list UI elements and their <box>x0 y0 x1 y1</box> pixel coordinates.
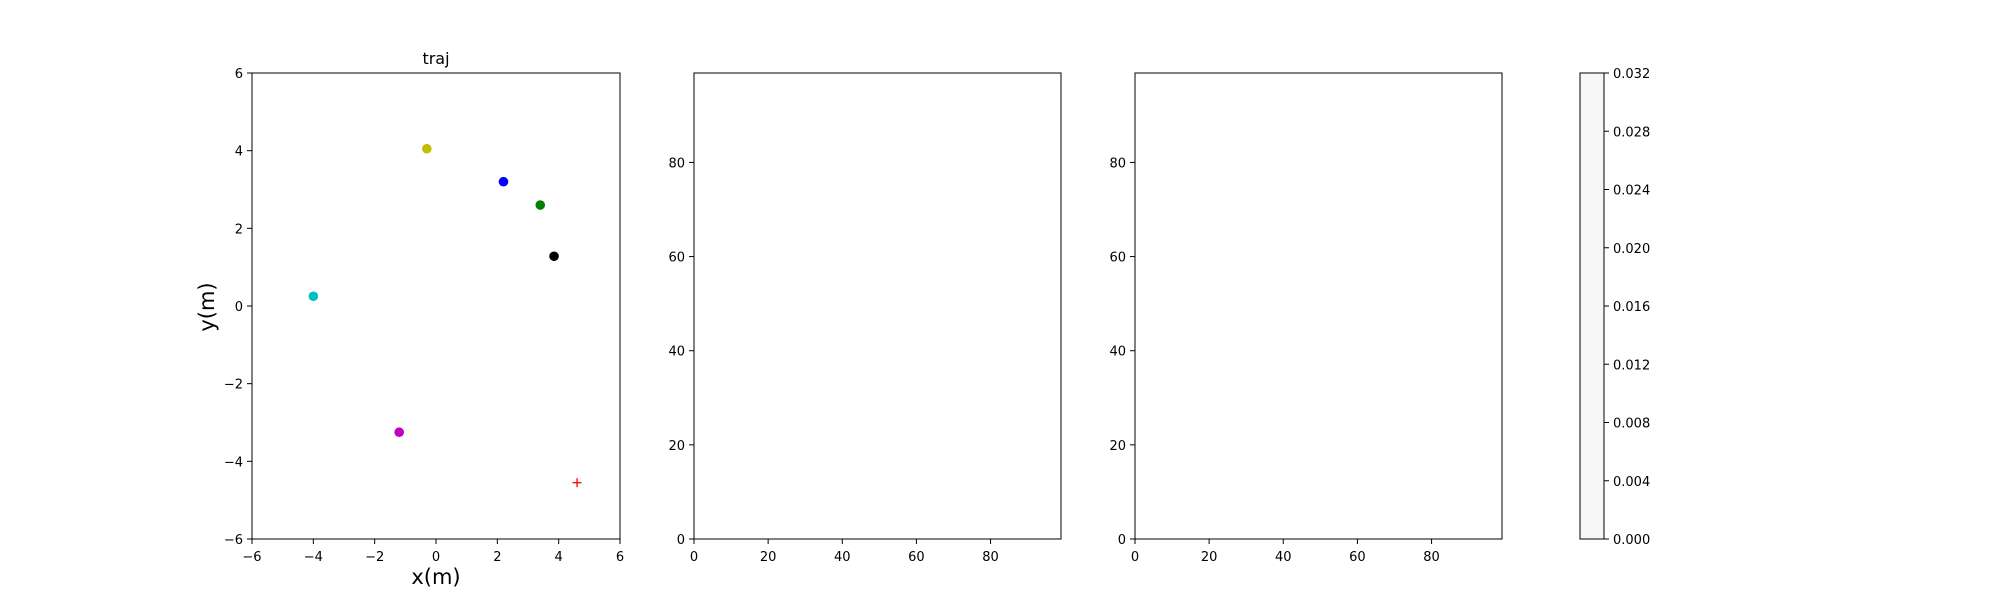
colorbar-tick-label: 0.008 <box>1613 417 1650 432</box>
colorbar-tick-label: 0.020 <box>1613 242 1650 257</box>
colorbar-tick-label: 0.024 <box>1613 184 1650 199</box>
x-tick-label: 4 <box>555 550 563 565</box>
y-tick-label: 20 <box>668 439 685 454</box>
y-tick-label: 0 <box>235 300 243 315</box>
colorbar-tick-label: 0.000 <box>1613 533 1650 548</box>
colorbar-fill <box>1579 72 1605 540</box>
y-tick-label: 4 <box>235 145 243 160</box>
y-tick-label: 60 <box>668 251 685 266</box>
y-tick-label: −4 <box>224 455 243 470</box>
x-tick-label: 80 <box>982 550 999 565</box>
y-tick-label: 40 <box>1109 345 1126 360</box>
y-tick-label: 60 <box>1109 251 1126 266</box>
x-axis-label: x(m) <box>411 565 460 589</box>
x-tick-label: −2 <box>365 550 384 565</box>
colorbar-tick-label: 0.028 <box>1613 125 1650 140</box>
y-tick-label: 40 <box>668 345 685 360</box>
heatmap-panel-2: 0 20 40 60 80 0 20 40 60 80 <box>1109 72 1503 565</box>
colorbar-ticks: 0.000 0.004 0.008 0.012 0.016 0.020 0.024 0.028… <box>1604 67 1650 548</box>
x-tick-label: 0 <box>1131 550 1139 565</box>
x-tick-label: 6 <box>616 550 624 565</box>
scatter-point <box>308 291 319 302</box>
plot-frame <box>693 72 1062 540</box>
y-tick-label: 0 <box>677 533 685 548</box>
x-tick-label: −6 <box>242 550 261 565</box>
y-tick-label: 6 <box>235 67 243 82</box>
y-tick-label: 0 <box>1118 533 1126 548</box>
x-tick-label: 0 <box>690 550 698 565</box>
heatmap-panel-1: 0 20 40 60 80 0 20 40 60 80 <box>668 72 1062 565</box>
x-tick-label: 60 <box>1349 550 1366 565</box>
colorbar-tick-label: 0.032 <box>1613 67 1650 82</box>
x-tick-label: 40 <box>1275 550 1292 565</box>
colorbar: 0.000 0.004 0.008 0.012 0.016 0.020 0.024 0.028… <box>1579 67 1650 548</box>
panel-title: traj <box>422 49 449 68</box>
colorbar-tick-label: 0.004 <box>1613 475 1650 490</box>
axes: −6 −4 −2 0 2 4 6 −6 −4 −2 0 2 4 6 <box>224 67 624 565</box>
y-tick-label: −2 <box>224 378 243 393</box>
x-tick-label: 40 <box>834 550 851 565</box>
y-tick-label: 80 <box>1109 156 1126 171</box>
x-tick-label: 80 <box>1423 550 1440 565</box>
x-tick-label: 60 <box>908 550 925 565</box>
colorbar-tick-label: 0.012 <box>1613 358 1650 373</box>
y-tick-label: 20 <box>1109 439 1126 454</box>
scatter-point <box>498 176 509 187</box>
plus-marker <box>572 478 582 488</box>
x-tick-label: 20 <box>1201 550 1218 565</box>
colorbar-tick-label: 0.016 <box>1613 300 1650 315</box>
plot-frame <box>251 72 621 540</box>
x-tick-label: 20 <box>760 550 777 565</box>
y-tick-label: −6 <box>224 533 243 548</box>
x-tick-label: 2 <box>493 550 501 565</box>
plot-frame <box>1134 72 1503 540</box>
traj-panel: traj x(m) y(m) −6 −4 −2 0 2 4 6 −6 −4 −2 0 2 4 6 <box>195 49 624 589</box>
scatter-point <box>549 251 559 262</box>
y-axis-label: y(m) <box>195 282 219 331</box>
scatter-point <box>422 143 432 154</box>
scatter-points <box>308 143 582 488</box>
y-tick-label: 2 <box>235 222 243 237</box>
x-tick-label: −4 <box>304 550 323 565</box>
axes: 0 20 40 60 80 0 20 40 60 80 <box>1109 156 1439 565</box>
scatter-point <box>394 427 405 438</box>
scatter-point <box>535 200 546 210</box>
x-tick-label: 0 <box>432 550 440 565</box>
y-tick-label: 80 <box>668 156 685 171</box>
axes: 0 20 40 60 80 0 20 40 60 80 <box>668 156 998 565</box>
